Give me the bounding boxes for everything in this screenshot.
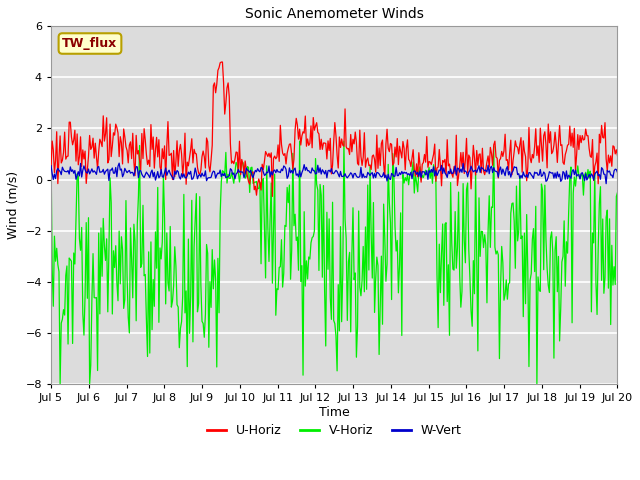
U-Horiz bbox=[514, 144, 522, 150]
V-Horiz bbox=[387, 220, 394, 226]
V-Horiz bbox=[319, 275, 326, 280]
Line: W-Vert: W-Vert bbox=[51, 163, 618, 184]
U-Horiz bbox=[47, 165, 55, 171]
W-Vert bbox=[317, 171, 325, 177]
V-Horiz bbox=[614, 190, 621, 195]
U-Horiz bbox=[356, 127, 364, 133]
Text: TW_flux: TW_flux bbox=[62, 37, 118, 50]
W-Vert bbox=[47, 163, 55, 168]
W-Vert bbox=[385, 176, 393, 181]
W-Vert bbox=[321, 171, 328, 177]
W-Vert bbox=[355, 174, 362, 180]
U-Horiz bbox=[602, 156, 610, 162]
U-Horiz bbox=[322, 141, 330, 146]
X-axis label: Time: Time bbox=[319, 406, 349, 419]
W-Vert bbox=[601, 171, 609, 177]
V-Horiz bbox=[56, 381, 64, 387]
V-Horiz bbox=[602, 215, 610, 220]
V-Horiz bbox=[322, 343, 330, 349]
Line: V-Horiz: V-Horiz bbox=[51, 141, 618, 384]
U-Horiz bbox=[218, 59, 225, 65]
Legend: U-Horiz, V-Horiz, W-Vert: U-Horiz, V-Horiz, W-Vert bbox=[202, 419, 467, 442]
Title: Sonic Anemometer Winds: Sonic Anemometer Winds bbox=[245, 7, 424, 21]
U-Horiz bbox=[319, 146, 326, 152]
V-Horiz bbox=[296, 138, 303, 144]
W-Vert bbox=[513, 165, 520, 170]
W-Vert bbox=[614, 170, 621, 176]
U-Horiz bbox=[269, 193, 276, 199]
V-Horiz bbox=[47, 152, 55, 157]
U-Horiz bbox=[614, 153, 621, 159]
Line: U-Horiz: U-Horiz bbox=[51, 62, 618, 196]
U-Horiz bbox=[387, 141, 394, 146]
V-Horiz bbox=[514, 238, 522, 244]
W-Vert bbox=[115, 160, 123, 166]
V-Horiz bbox=[356, 284, 364, 290]
W-Vert bbox=[602, 181, 610, 187]
Y-axis label: Wind (m/s): Wind (m/s) bbox=[7, 171, 20, 239]
